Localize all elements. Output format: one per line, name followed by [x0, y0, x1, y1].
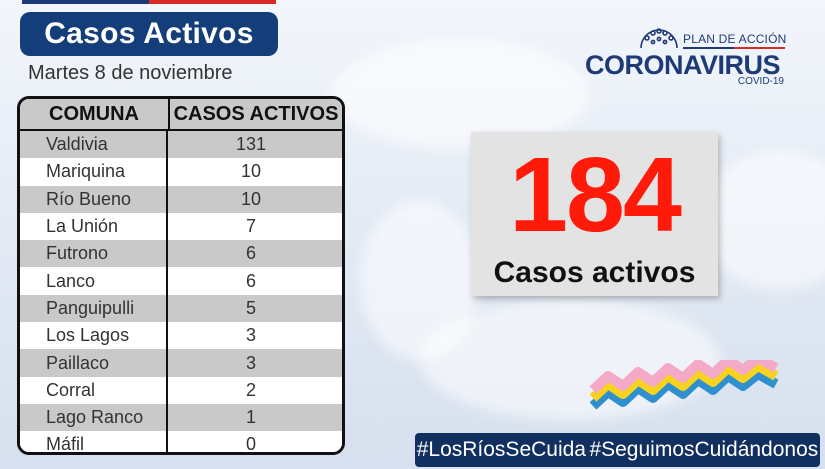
table-row: Valdivia 131 [20, 131, 342, 159]
table-row: Paillaco 3 [20, 349, 342, 377]
plan-de-accion-text: PLAN DE ACCIÓN [683, 32, 787, 46]
table-row: Mariquina 10 [20, 158, 342, 186]
comuna-cell: Paillaco [20, 349, 168, 377]
casos-cell: 0 [245, 434, 256, 455]
comuna-cell: Río Bueno [20, 185, 168, 213]
casos-cell: 131 [235, 134, 267, 155]
covid-label: COVID-19 [737, 76, 784, 87]
column-header-casos: CASOS ACTIVOS [173, 102, 339, 125]
casos-cell: 1 [245, 407, 256, 428]
page-title: Casos Activos [20, 12, 278, 56]
casos-cell: 10 [240, 188, 262, 209]
plan-underline [683, 47, 785, 49]
top-flag-stripe [22, 0, 276, 4]
page-title-text: Casos Activos [44, 17, 254, 50]
virus-icon [640, 28, 678, 49]
casos-cell: 3 [245, 352, 256, 373]
table-row: Corral 2 [20, 376, 342, 404]
comuna-cell: Corral [20, 376, 168, 404]
wave-stripes-decoration [589, 360, 779, 410]
casos-cell: 6 [245, 270, 256, 291]
table-body: Valdivia 131 Mariquina 10 Río Bueno 10 La U… [20, 131, 342, 455]
comuna-cell: Valdivia [20, 131, 168, 159]
coronavirus-wordmark: CORONAVIRUS [585, 50, 781, 80]
comuna-cell: La Unión [20, 212, 168, 241]
table-row: Los Lagos 3 [20, 322, 342, 350]
table-row: Panguipulli 5 [20, 294, 342, 323]
comuna-cell: Panguipulli [20, 294, 168, 323]
comuna-cell: Lago Ranco [20, 403, 168, 432]
table-row: Lago Ranco 1 [20, 403, 342, 432]
table-header: COMUNA CASOS ACTIVOS [20, 99, 342, 131]
casos-cell: 5 [245, 297, 256, 318]
comuna-cell: Mariquina [20, 158, 168, 186]
hashtag-bar: #LosRíosSeCuida #SeguimosCuidándonos [415, 433, 820, 467]
table-row: Futrono 6 [20, 240, 342, 268]
comuna-cell: Futrono [20, 240, 168, 268]
total-cases-label: Casos activos [493, 256, 696, 289]
cases-table: COMUNA CASOS ACTIVOS Valdivia 131 Mariqui… [17, 96, 345, 455]
column-header-comuna: COMUNA [20, 99, 170, 129]
comuna-cell: Máfil [20, 431, 168, 452]
casos-cell: 7 [245, 216, 256, 237]
total-cases-number: 184 [509, 136, 682, 254]
table-row: Máfil 0 [20, 431, 342, 455]
table-row: Lanco 6 [20, 267, 342, 295]
total-cases-card: 184 Casos activos [471, 132, 718, 296]
casos-cell: 6 [245, 243, 256, 264]
table-row: Río Bueno 10 [20, 185, 342, 213]
casos-cell: 3 [245, 325, 256, 346]
casos-cell: 10 [240, 161, 262, 182]
casos-cell: 2 [245, 379, 256, 400]
comuna-cell: Los Lagos [20, 322, 168, 350]
hashtag-los-rios: #LosRíosSeCuida [416, 438, 586, 461]
coronavirus-plan-logo: PLAN DE ACCIÓN CORONAVIRUS COVID-19 [585, 24, 790, 87]
hashtag-seguimos: #SeguimosCuidándonos [589, 438, 819, 461]
report-date: Martes 8 de noviembre [28, 62, 233, 84]
table-row: La Unión 7 [20, 212, 342, 241]
comuna-cell: Lanco [20, 267, 168, 295]
